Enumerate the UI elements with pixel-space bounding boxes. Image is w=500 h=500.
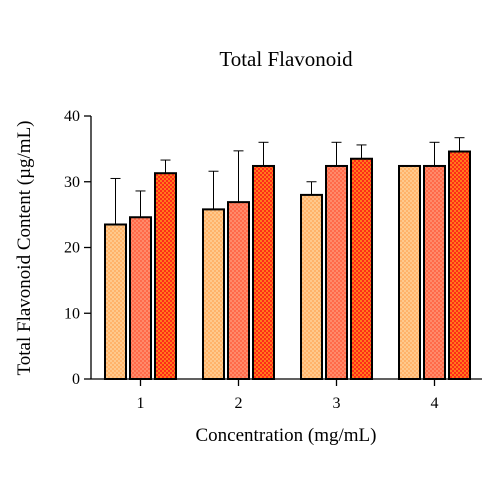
chart-title: Total Flavonoid (219, 47, 353, 71)
y-tick-label-1: 10 (64, 305, 80, 322)
x-axis-ticks: 1 2 3 4 (137, 379, 439, 412)
bar-series3-cat3 (350, 157, 373, 380)
x-tick-label-0: 1 (137, 395, 145, 412)
x-tick-label-1: 2 (235, 395, 243, 412)
bar-series1-cat1 (104, 223, 127, 380)
bar-series3-cat4 (448, 150, 471, 380)
x-tick-label-3: 4 (431, 395, 439, 412)
y-axis-ticks: 0 10 20 30 40 (64, 108, 91, 388)
bar-series2-cat2 (227, 201, 250, 380)
error-bars-group (110, 137, 465, 225)
y-axis-label: Total Flavonoid Content (µg/mL) (14, 120, 35, 375)
y-tick-label-2: 20 (64, 240, 80, 257)
x-tick-label-2: 3 (333, 395, 341, 412)
bar-series3-cat1 (154, 172, 177, 380)
y-tick-label-3: 30 (64, 174, 80, 191)
bar-series3-cat2 (252, 164, 275, 380)
bar-series2-cat1 (129, 216, 152, 380)
x-axis-label: Concentration (mg/mL) (196, 425, 377, 446)
bar-series1-cat4 (398, 164, 421, 380)
y-tick-label-4: 40 (64, 108, 80, 125)
bar-series1-cat3 (300, 193, 323, 380)
bar-series2-cat4 (423, 164, 446, 380)
bar-series1-cat2 (202, 208, 225, 380)
bars-group (104, 150, 471, 380)
bar-series2-cat3 (325, 164, 348, 380)
y-tick-label-0: 0 (72, 371, 80, 388)
